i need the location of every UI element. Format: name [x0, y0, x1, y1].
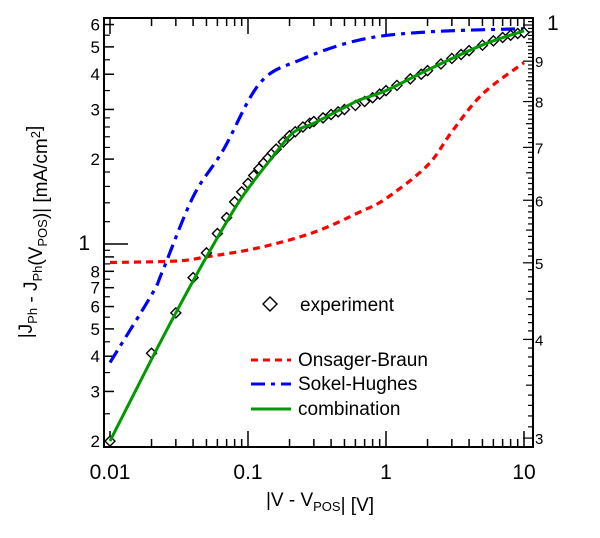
axis-label-part: | [V]	[341, 495, 374, 516]
axis-label-part: (V	[26, 246, 47, 265]
y-tick-label: 4	[91, 65, 100, 84]
x-axis-label: |V - VPOS| [V]	[266, 490, 374, 516]
y-tick-label: 8	[91, 262, 100, 281]
y-right-tick-label: 1	[547, 12, 559, 35]
y-tick-label: 6	[91, 298, 100, 317]
axis-label-part: Ph	[25, 308, 40, 324]
y-tick-label: 3	[91, 382, 100, 401]
y-right-tick-label: 7	[535, 140, 543, 157]
y-right-tick-label: 6	[535, 193, 543, 210]
axis-label-part: POS	[35, 219, 50, 247]
legend-label: experiment	[300, 295, 395, 316]
y-tick-label: 1	[78, 232, 90, 255]
x-tick-label: 10	[512, 461, 535, 484]
y-tick-label: 6	[91, 16, 100, 35]
series-line-sokel-hughes	[108, 27, 525, 364]
y-tick-label: 2	[91, 150, 100, 169]
x-tick-label: 0.01	[90, 461, 131, 484]
axis-label-part: Ph	[30, 266, 45, 282]
x-tick-label: 1	[380, 461, 392, 484]
axis-label-part: |J	[16, 324, 37, 338]
y-tick-label: 7	[91, 279, 100, 298]
y-tick-label: 5	[91, 38, 100, 57]
legend-label: Sokel-Hughes	[298, 374, 417, 395]
y-right-tick-label: 3	[535, 431, 543, 448]
series-curves	[108, 27, 525, 364]
series-line-combination	[108, 29, 525, 442]
axis-label-part: |V - V	[266, 490, 313, 511]
axis-label-part: ]	[24, 126, 45, 131]
axis-label-part: )| [mA/cm	[31, 138, 52, 219]
x-tick-label: 0.1	[233, 461, 262, 484]
legend-label: Onsager-Braun	[298, 350, 428, 371]
y-tick-label: 4	[91, 347, 100, 366]
axis-label-part: POS	[313, 499, 341, 514]
y-right-tick-label: 9	[535, 54, 543, 71]
y-tick-label: 2	[91, 432, 100, 451]
y-right-tick-label: 8	[535, 95, 543, 112]
y-axis-label: |JPh - JPh(VPOS)| [mA/cm2]	[16, 126, 52, 339]
y-tick-label: 3	[91, 100, 100, 119]
y-tick-label: 5	[91, 320, 100, 339]
legend-label: combination	[298, 399, 400, 420]
axis-label-part: - J	[21, 282, 42, 308]
plot-frame	[103, 17, 534, 448]
y-right-tick-label: 4	[535, 332, 543, 349]
y-right-tick-label: 5	[535, 256, 543, 273]
axis-ticks	[104, 18, 533, 447]
legend-marker-diamond-icon	[262, 296, 278, 312]
series-line-onsager-braun	[109, 61, 525, 265]
legend: experiment Onsager-Braun Sokel-Hughes combi…	[251, 295, 428, 420]
axis-label-part: 2	[28, 131, 43, 138]
